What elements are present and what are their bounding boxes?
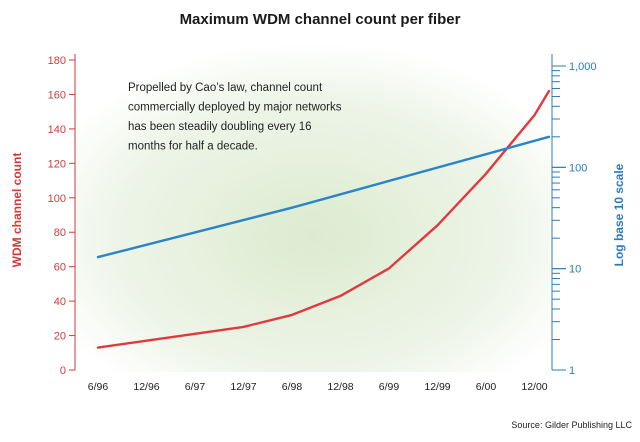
- source-note: Source: Gilder Publishing LLC: [511, 420, 632, 430]
- y-axis-right-label: Log base 10 scale: [612, 163, 626, 266]
- y-axis-left-label: WDM channel count: [10, 153, 24, 268]
- y-left-tick-label: 0: [60, 365, 66, 377]
- y-left-tick-label: 40: [54, 296, 66, 308]
- chart-title: Maximum WDM channel count per fiber: [180, 11, 461, 28]
- x-tick-label: 12/00: [521, 381, 547, 393]
- y-left-tick-label: 60: [54, 262, 66, 274]
- y-right-tick-label: 1: [569, 365, 575, 377]
- channel-count-line: [96, 89, 551, 349]
- y-left-tick-label: 80: [54, 227, 66, 239]
- annotation-line: months for half a decade.: [128, 141, 258, 153]
- x-tick-label: 6/98: [282, 381, 303, 393]
- log-scale-line: [96, 135, 551, 259]
- y-right-tick-label: 1,000: [569, 61, 597, 73]
- y-right-tick-label: 100: [569, 162, 587, 174]
- x-tick-label: 12/96: [133, 381, 159, 393]
- x-tick-label: 12/97: [230, 381, 256, 393]
- annotation: Propelled by Cao’s law, channel count com…: [128, 82, 342, 153]
- series-layer: [96, 89, 551, 349]
- x-tick-label: 6/97: [185, 381, 206, 393]
- x-tick-label: 12/98: [327, 381, 353, 393]
- x-tick-label: 12/99: [424, 381, 450, 393]
- y-left-tick-label: 180: [48, 55, 66, 67]
- y-left-tick-label: 160: [48, 89, 66, 101]
- plot-background: [75, 47, 550, 372]
- axes: 0 20 40 60 80 100 120 140 160 180 1 10 100 1,000 6/96 1…: [48, 54, 597, 393]
- y-left-tick-label: 140: [48, 124, 66, 136]
- x-tick-label: 6/00: [476, 381, 497, 393]
- x-tick-label: 6/96: [88, 381, 109, 393]
- y-left-tick-label: 100: [48, 193, 66, 205]
- y-left-tick-label: 20: [54, 331, 66, 343]
- x-tick-label: 6/99: [379, 381, 400, 393]
- annotation-line: has been steadily doubling every 16: [128, 121, 312, 133]
- annotation-line: commercially deployed by major networks: [128, 102, 342, 114]
- annotation-line: Propelled by Cao’s law, channel count: [128, 82, 323, 94]
- y-left-tick-label: 120: [48, 158, 66, 170]
- y-right-tick-label: 10: [569, 264, 581, 276]
